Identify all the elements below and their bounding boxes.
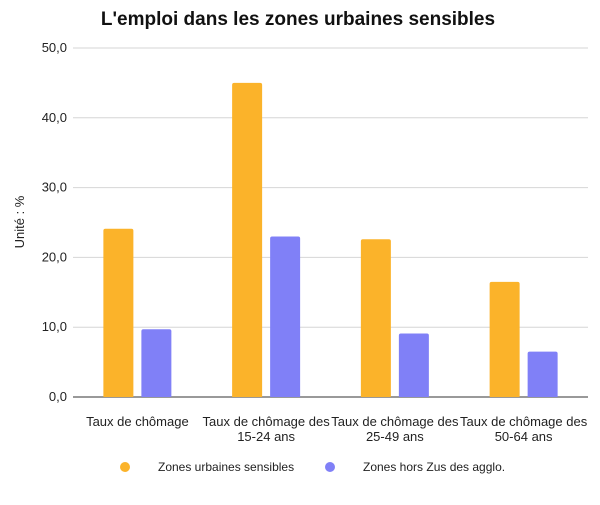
x-category-label-line: Taux de chômage xyxy=(86,414,189,429)
legend-label-2: Zones hors Zus des agglo. xyxy=(363,460,505,474)
legend: Zones urbaines sensibles Zones hors Zus d… xyxy=(120,460,505,474)
bar-series-2-cat-1 xyxy=(141,329,172,397)
legend-marker-1 xyxy=(120,462,130,472)
bar-series-1-cat-4 xyxy=(489,281,520,397)
y-tick-label: 40,0 xyxy=(42,110,67,125)
y-tick-label: 10,0 xyxy=(42,319,67,334)
x-category-label-line: Taux de chômage des xyxy=(460,414,588,429)
bars xyxy=(103,82,558,398)
bar-series-2-cat-2 xyxy=(270,236,301,397)
x-category-label-line: 50-64 ans xyxy=(495,429,553,444)
x-category-label-line: 15-24 ans xyxy=(237,429,295,444)
y-tick-label: 20,0 xyxy=(42,249,67,264)
y-axis-ticks: 0,0 10,0 20,0 30,0 40,0 50,0 xyxy=(42,40,67,404)
x-category-label-line: Taux de chômage des xyxy=(331,414,459,429)
x-category-label: Taux de chômage des 50-64 ans xyxy=(460,414,588,444)
x-category-label-line: Taux de chômage des xyxy=(203,414,331,429)
chart-title: L'emploi dans les zones urbaines sensibl… xyxy=(101,9,495,30)
x-category-label: Taux de chômage xyxy=(86,414,189,429)
x-axis-category-labels: Taux de chômage Taux de chômage des 15-24 … xyxy=(86,414,588,444)
legend-marker-2 xyxy=(325,462,335,472)
y-axis-label: Unité : % xyxy=(12,195,27,248)
bar-series-1-cat-2 xyxy=(232,82,263,398)
y-tick-label: 50,0 xyxy=(42,40,67,55)
bar-series-1-cat-3 xyxy=(360,239,391,397)
x-category-label: Taux de chômage des 25-49 ans xyxy=(331,414,459,444)
bar-series-2-cat-4 xyxy=(527,351,558,397)
y-tick-label: 30,0 xyxy=(42,180,67,195)
bar-series-1-cat-1 xyxy=(103,228,134,397)
x-category-label: Taux de chômage des 15-24 ans xyxy=(203,414,331,444)
y-tick-label: 0,0 xyxy=(49,389,67,404)
x-category-label-line: 25-49 ans xyxy=(366,429,424,444)
bar-series-2-cat-3 xyxy=(398,333,429,397)
legend-label-1: Zones urbaines sensibles xyxy=(158,460,294,474)
